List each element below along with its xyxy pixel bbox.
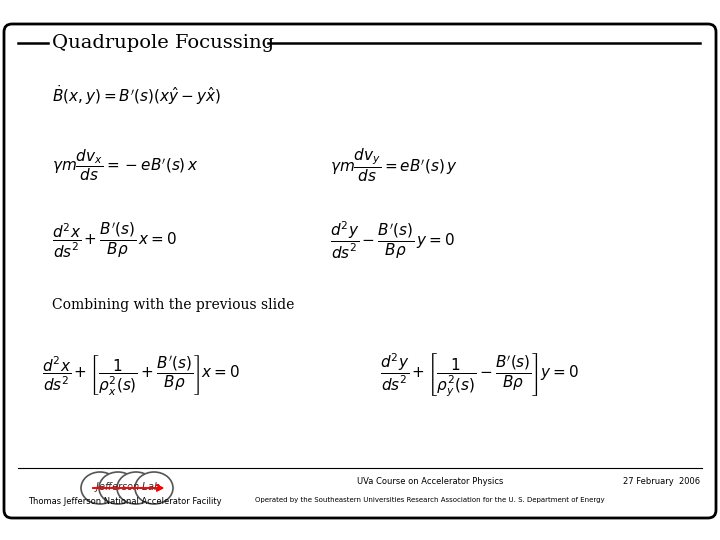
Text: 27 February  2006: 27 February 2006 [623, 477, 700, 487]
Text: $\gamma m\dfrac{dv_y}{ds} = eB^{\prime}(s)\,y$: $\gamma m\dfrac{dv_y}{ds} = eB^{\prime}(… [330, 146, 458, 184]
Text: Combining with the previous slide: Combining with the previous slide [52, 298, 294, 312]
Text: Operated by the Southeastern Universities Research Association for the U. S. Dep: Operated by the Southeastern Universitie… [255, 497, 605, 503]
Text: $\dfrac{d^2y}{ds^2} + \left[\dfrac{1}{\rho_y^2(s)} - \dfrac{B^{\prime}(s)}{B\rho: $\dfrac{d^2y}{ds^2} + \left[\dfrac{1}{\r… [380, 351, 580, 399]
Text: Quadrupole Focussing: Quadrupole Focussing [52, 34, 274, 52]
Text: $\gamma m\dfrac{dv_x}{ds} = -eB^{\prime}(s)\,x$: $\gamma m\dfrac{dv_x}{ds} = -eB^{\prime}… [52, 147, 199, 183]
Ellipse shape [135, 472, 173, 504]
FancyBboxPatch shape [4, 24, 716, 518]
Text: $\dfrac{d^2y}{ds^2} - \dfrac{B^{\prime}(s)}{B\rho}\,y = 0$: $\dfrac{d^2y}{ds^2} - \dfrac{B^{\prime}(… [330, 219, 455, 261]
Ellipse shape [99, 472, 137, 504]
Text: UVa Course on Accelerator Physics: UVa Course on Accelerator Physics [357, 477, 503, 487]
Text: $\mathit{Jefferson\ Lab}$: $\mathit{Jefferson\ Lab}$ [94, 480, 161, 494]
Text: $\dfrac{d^2x}{ds^2} + \left[\dfrac{1}{\rho_x^2(s)} + \dfrac{B^{\prime}(s)}{B\rho: $\dfrac{d^2x}{ds^2} + \left[\dfrac{1}{\r… [42, 353, 240, 397]
Ellipse shape [117, 472, 155, 504]
Text: $\dot{B}(x,y) = B^{\prime}(s)(x\hat{y} - y\hat{x})$: $\dot{B}(x,y) = B^{\prime}(s)(x\hat{y} -… [52, 83, 221, 107]
Text: Thomas Jefferson National Accelerator Facility: Thomas Jefferson National Accelerator Fa… [28, 497, 222, 507]
Text: $\dfrac{d^2x}{ds^2} + \dfrac{B^{\prime}(s)}{B\rho}\,x = 0$: $\dfrac{d^2x}{ds^2} + \dfrac{B^{\prime}(… [52, 220, 177, 260]
Ellipse shape [81, 472, 119, 504]
